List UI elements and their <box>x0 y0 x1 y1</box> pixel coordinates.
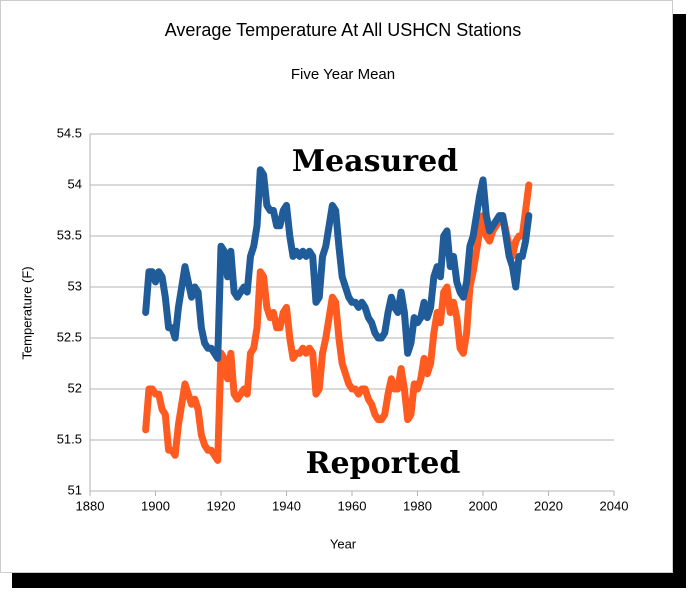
y-tick-label: 52 <box>68 380 82 395</box>
y-tick-label: 51 <box>68 482 82 497</box>
chart-subtitle: Five Year Mean <box>291 66 395 83</box>
x-tick-label: 2040 <box>600 498 629 513</box>
x-tick-label: 1900 <box>141 498 170 513</box>
series-line <box>142 166 533 362</box>
annotation: Reported <box>306 446 461 481</box>
x-tick-label: 1960 <box>338 498 367 513</box>
chart-title: Average Temperature At All USHCN Station… <box>165 20 522 40</box>
annotation: Measured <box>292 144 458 179</box>
x-tick-label: 2020 <box>534 498 563 513</box>
series-line <box>142 181 533 464</box>
y-tick-label: 54.5 <box>57 125 82 140</box>
y-axis-label: Temperature (F) <box>19 266 34 359</box>
y-tick-label: 51.5 <box>57 431 82 446</box>
x-tick-label: 2000 <box>469 498 498 513</box>
y-tick-label: 53 <box>68 278 82 293</box>
x-tick-label: 1980 <box>403 498 432 513</box>
x-tick-label: 1940 <box>272 498 301 513</box>
x-tick-label: 1920 <box>207 498 236 513</box>
x-tick-label: 1880 <box>76 498 105 513</box>
x-axis-label: Year <box>330 536 357 551</box>
y-tick-label: 53.5 <box>57 227 82 242</box>
y-tick-label: 54 <box>68 176 82 191</box>
y-tick-label: 52.5 <box>57 329 82 344</box>
